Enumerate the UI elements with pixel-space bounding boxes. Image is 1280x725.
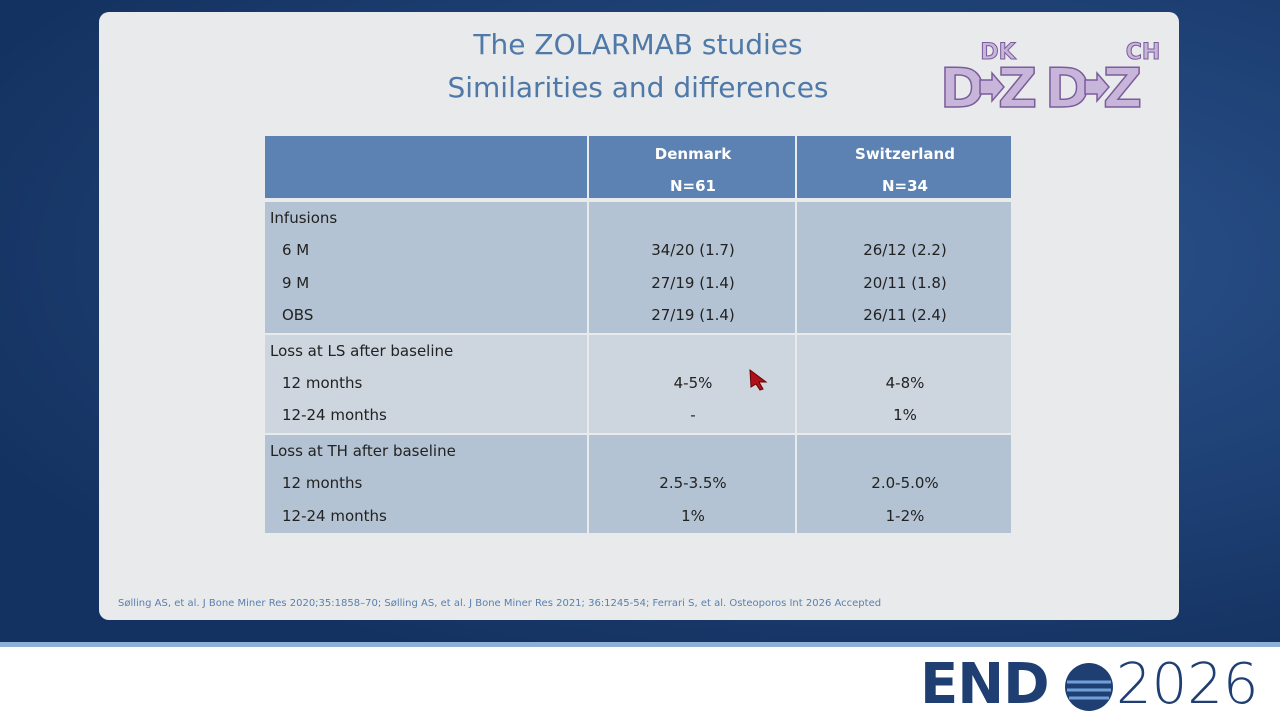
- row-value: 2.5-3.5%: [659, 474, 727, 493]
- header-cell: [265, 136, 587, 198]
- logo-left: D: [1045, 57, 1090, 115]
- brand-left: END: [920, 652, 1050, 717]
- group-cell: [265, 202, 587, 333]
- row-value: 26/12 (2.2): [863, 241, 947, 260]
- group-label: Loss at TH after baseline: [270, 441, 456, 460]
- row-label: 6 M: [282, 241, 310, 260]
- row-value: 27/19 (1.4): [651, 306, 735, 325]
- row-value: -: [690, 406, 696, 425]
- group-cell: [797, 334, 1011, 433]
- row-value: 20/11 (1.8): [863, 273, 947, 292]
- group-label: Infusions: [270, 209, 338, 227]
- row-value: 27/19 (1.4): [651, 273, 735, 292]
- column-n: N=61: [670, 177, 716, 195]
- row-label: 12 months: [282, 374, 363, 392]
- group-cell: [589, 202, 795, 333]
- logo-super: DK: [980, 40, 1016, 65]
- row-value: 34/20 (1.7): [651, 241, 735, 260]
- column-n: N=34: [882, 177, 928, 195]
- row-value: 26/11 (2.4): [863, 306, 947, 325]
- column-name: Switzerland: [855, 145, 955, 163]
- slide-title: The ZOLARMAB studies: [473, 28, 803, 61]
- brand-right: 2026: [1116, 652, 1259, 717]
- row-value: 4-5%: [673, 374, 713, 392]
- group-cell: [589, 334, 795, 433]
- row-value: 2.0-5.0%: [871, 474, 939, 493]
- logo-super: CH: [1126, 40, 1160, 65]
- logo-arrow: [1084, 70, 1110, 104]
- row-label: 9 M: [282, 273, 310, 292]
- slide-subtitle: Similarities and differences: [447, 71, 829, 104]
- group-label: Loss at LS after baseline: [270, 341, 454, 360]
- group-cell: [797, 202, 1011, 333]
- row-value: 1%: [681, 506, 705, 525]
- row-label: 12-24 months: [282, 506, 387, 525]
- citation: Sølling AS, et al. J Bone Miner Res 2020…: [118, 598, 882, 609]
- header-cell: [589, 136, 795, 198]
- group-cell: [265, 434, 587, 533]
- group-cell: [589, 434, 795, 533]
- logo-right: Z: [1103, 57, 1142, 115]
- logo-right: Z: [998, 57, 1037, 115]
- row-value: 4-8%: [885, 374, 925, 392]
- table: Denmark N=61 Switzerland N=34 Infusions 6 M 34…: [265, 136, 1013, 533]
- logo-left: D: [940, 57, 985, 115]
- group-cell: [265, 334, 587, 433]
- group-cell: [797, 434, 1011, 533]
- row-value: 1-2%: [885, 506, 925, 525]
- row-label: OBS: [282, 306, 314, 325]
- row-label: 12 months: [282, 474, 363, 493]
- row-label: 12-24 months: [282, 406, 387, 425]
- cursor: [749, 368, 768, 391]
- column-name: Denmark: [654, 145, 732, 163]
- header-cell: [797, 136, 1011, 198]
- logo-arrow: [979, 70, 1005, 104]
- brand-globe: [1065, 663, 1113, 711]
- row-value: 1%: [893, 406, 917, 425]
